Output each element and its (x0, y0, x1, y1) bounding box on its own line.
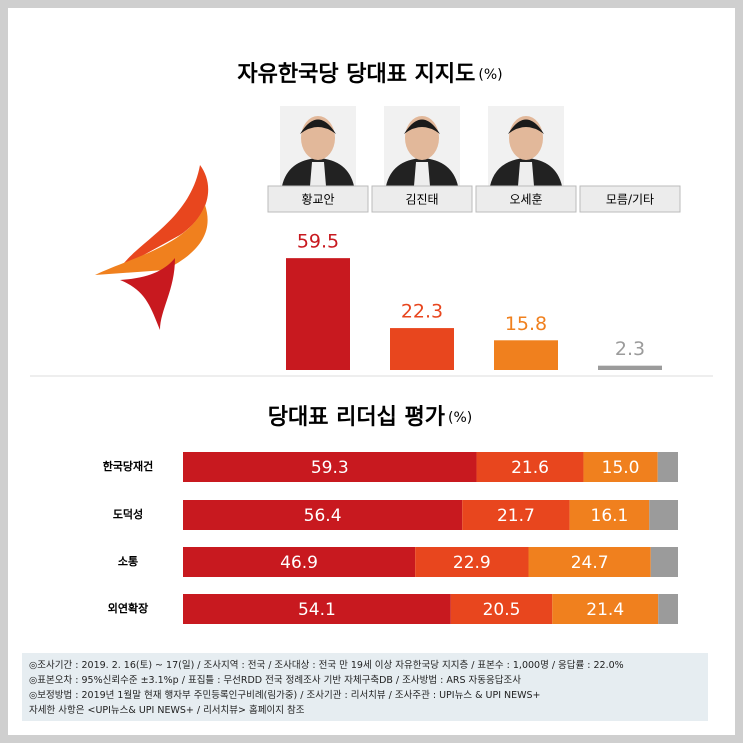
value-label: 2.3 (615, 338, 645, 360)
bar (598, 365, 662, 370)
portrait-hair (508, 119, 544, 134)
note-line: 자세한 사항은 <UPI뉴스& UPI NEWS+ / 리서치뷰> 홈페이지 참… (29, 705, 305, 716)
bar-segment (657, 452, 678, 482)
logo (95, 165, 209, 330)
bar-segment (183, 594, 451, 624)
portrait-hair (404, 119, 440, 134)
bar-segment (649, 500, 678, 530)
bar (494, 340, 558, 370)
value-label: 21.7 (497, 506, 535, 526)
note-line: ◎보정방법 : 2019년 1월말 현재 행자부 주민등록인구비례(림가중) /… (29, 690, 541, 701)
value-label: 56.4 (304, 506, 342, 526)
value-label: 59.3 (311, 458, 349, 478)
portrait-hair (300, 119, 336, 134)
bar (390, 328, 454, 370)
bar-segment (569, 500, 650, 530)
category-box (475, 185, 577, 213)
bar-segment (415, 547, 529, 577)
title-unit: (%) (478, 67, 502, 83)
x-tick-label: 황교안 (301, 193, 334, 207)
value-label: 21.4 (586, 600, 624, 620)
portrait-shirt (414, 162, 430, 186)
bar-segment (183, 547, 416, 577)
value-label: 54.1 (298, 600, 336, 620)
note-line: ◎조사기간 : 2019. 2. 16(토) ~ 17(일) / 조사지역 : … (29, 660, 624, 671)
bar-segment (650, 547, 678, 577)
y-tick-label: 한국당재건 (103, 459, 154, 473)
category-box (267, 185, 369, 213)
title-text: 자유한국당 당대표 지지도 (237, 62, 475, 87)
portrait-shirt (518, 162, 534, 186)
value-label: 59.5 (297, 231, 339, 253)
survey-notes: ◎조사기간 : 2019. 2. 16(토) ~ 17(일) / 조사지역 : … (22, 653, 708, 721)
y-tick-label: 외연확장 (108, 601, 148, 615)
bar-segment (476, 452, 584, 482)
note-line: ◎표본오차 : 95%신뢰수준 ±3.1%p / 표집틀 : 무선RDD 전국 … (29, 675, 521, 686)
category-box (579, 185, 681, 213)
bar-segment (528, 547, 651, 577)
value-label: 16.1 (591, 506, 629, 526)
bar-segment (450, 594, 553, 624)
bar-segment (462, 500, 570, 530)
chart-title: 당대표 리더십 평가 (%) (268, 405, 472, 430)
value-label: 22.9 (453, 553, 491, 573)
value-label: 46.9 (280, 553, 318, 573)
bar-segment (183, 452, 477, 482)
category-box (371, 185, 473, 213)
x-tick-label: 모름/기타 (606, 193, 654, 207)
value-label: 22.3 (401, 301, 443, 323)
bar (286, 258, 350, 370)
bar-segment (183, 500, 463, 530)
y-tick-label: 도덕성 (113, 507, 143, 521)
y-tick-label: 소통 (118, 555, 138, 568)
value-label: 20.5 (483, 600, 521, 620)
bar-segment (583, 452, 658, 482)
value-label: 15.0 (602, 458, 640, 478)
x-tick-label: 오세훈 (509, 193, 542, 207)
value-label: 21.6 (511, 458, 549, 478)
bar-segment (552, 594, 659, 624)
title-text: 당대표 리더십 평가 (268, 405, 445, 430)
title-unit: (%) (448, 410, 472, 426)
bar-segment (658, 594, 678, 624)
value-label: 24.7 (571, 553, 609, 573)
portrait-shirt (310, 162, 326, 186)
chart-title: 자유한국당 당대표 지지도 (%) (237, 62, 502, 87)
value-label: 15.8 (505, 313, 547, 335)
x-tick-label: 김진태 (405, 193, 438, 207)
